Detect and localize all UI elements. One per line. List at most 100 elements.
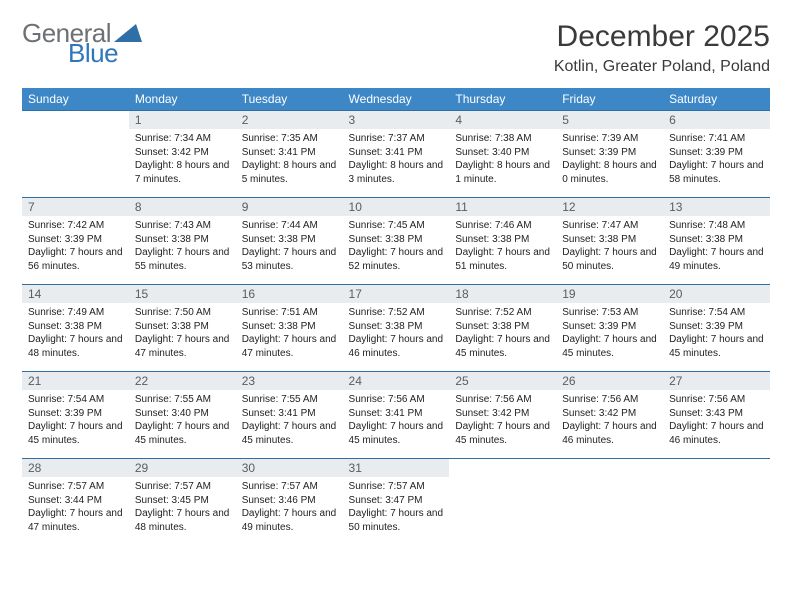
sunrise-text: Sunrise: 7:37 AM bbox=[349, 132, 444, 146]
daylight-text: Daylight: 7 hours and 47 minutes. bbox=[135, 333, 230, 360]
sunrise-text: Sunrise: 7:51 AM bbox=[242, 306, 337, 320]
day-info: Sunrise: 7:35 AMSunset: 3:41 PMDaylight:… bbox=[236, 129, 343, 190]
day-info: Sunrise: 7:56 AMSunset: 3:43 PMDaylight:… bbox=[663, 390, 770, 451]
calendar-day-cell: 10Sunrise: 7:45 AMSunset: 3:38 PMDayligh… bbox=[343, 198, 450, 285]
sunset-text: Sunset: 3:39 PM bbox=[669, 320, 764, 334]
sunset-text: Sunset: 3:42 PM bbox=[455, 407, 550, 421]
brand-word-blue: Blue bbox=[68, 40, 142, 66]
sunrise-text: Sunrise: 7:56 AM bbox=[455, 393, 550, 407]
calendar-day-cell bbox=[663, 459, 770, 546]
day-number: 26 bbox=[556, 372, 663, 390]
calendar-day-cell: 29Sunrise: 7:57 AMSunset: 3:45 PMDayligh… bbox=[129, 459, 236, 546]
day-number: 5 bbox=[556, 111, 663, 129]
sunset-text: Sunset: 3:38 PM bbox=[242, 233, 337, 247]
calendar-week-row: 21 Sunrise: 7:54 AMSunset: 3:39 PM Dayligh… bbox=[22, 372, 770, 459]
day-info: Sunrise: 7:48 AMSunset: 3:38 PMDaylight:… bbox=[663, 216, 770, 277]
day-info: Sunrise: 7:49 AMSunset: 3:38 PMDaylight:… bbox=[22, 303, 129, 364]
sunset-text: Sunset: 3:41 PM bbox=[242, 146, 337, 160]
weekday-row: SundayMondayTuesdayWednesdayThursdayFrid… bbox=[22, 88, 770, 111]
day-number: 31 bbox=[343, 459, 450, 477]
daylight-text: Daylight: 7 hours and 49 minutes. bbox=[242, 507, 337, 534]
calendar-day-cell: 6Sunrise: 7:41 AMSunset: 3:39 PMDaylight… bbox=[663, 111, 770, 198]
sunset-text: Sunset: 3:46 PM bbox=[242, 494, 337, 508]
calendar-day-cell: 22Sunrise: 7:55 AMSunset: 3:40 PMDayligh… bbox=[129, 372, 236, 459]
calendar-day-cell: 23Sunrise: 7:55 AMSunset: 3:41 PMDayligh… bbox=[236, 372, 343, 459]
day-number: 7 bbox=[22, 198, 129, 216]
sunset-text: Sunset: 3:38 PM bbox=[349, 233, 444, 247]
page-title: December 2025 bbox=[554, 20, 770, 54]
day-number: 13 bbox=[663, 198, 770, 216]
day-number: 27 bbox=[663, 372, 770, 390]
daylight-text: Daylight: 7 hours and 58 minutes. bbox=[669, 159, 764, 186]
sunrise-text: Sunrise: 7:42 AM bbox=[28, 219, 123, 233]
sunrise-text: Sunrise: 7:56 AM bbox=[669, 393, 764, 407]
calendar-day-cell: 8Sunrise: 7:43 AMSunset: 3:38 PMDaylight… bbox=[129, 198, 236, 285]
daylight-text: Daylight: 7 hours and 48 minutes. bbox=[135, 507, 230, 534]
sunset-text: Sunset: 3:43 PM bbox=[669, 407, 764, 421]
daylight-text: Daylight: 7 hours and 52 minutes. bbox=[349, 246, 444, 273]
daylight-text: Daylight: 7 hours and 53 minutes. bbox=[242, 246, 337, 273]
day-number: 11 bbox=[449, 198, 556, 216]
calendar-day-cell: 14Sunrise: 7:49 AMSunset: 3:38 PMDayligh… bbox=[22, 285, 129, 372]
day-number: 12 bbox=[556, 198, 663, 216]
sunset-text: Sunset: 3:45 PM bbox=[135, 494, 230, 508]
sunset-text: Sunset: 3:41 PM bbox=[349, 146, 444, 160]
sunrise-text: Sunrise: 7:57 AM bbox=[135, 480, 230, 494]
day-number: 30 bbox=[236, 459, 343, 477]
sunrise-text: Sunrise: 7:57 AM bbox=[28, 480, 123, 494]
sunrise-text: Sunrise: 7:57 AM bbox=[242, 480, 337, 494]
title-block: December 2025 Kotlin, Greater Poland, Po… bbox=[554, 20, 770, 76]
day-number: 23 bbox=[236, 372, 343, 390]
daylight-text: Daylight: 8 hours and 7 minutes. bbox=[135, 159, 230, 186]
daylight-text: Daylight: 7 hours and 46 minutes. bbox=[669, 420, 764, 447]
calendar-day-cell: 4Sunrise: 7:38 AMSunset: 3:40 PMDaylight… bbox=[449, 111, 556, 198]
day-info: Sunrise: 7:42 AMSunset: 3:39 PMDaylight:… bbox=[22, 216, 129, 277]
day-info: Sunrise: 7:55 AMSunset: 3:41 PMDaylight:… bbox=[236, 390, 343, 451]
weekday-header: Monday bbox=[129, 88, 236, 111]
day-info: Sunrise: 7:56 AMSunset: 3:42 PMDaylight:… bbox=[449, 390, 556, 451]
sunrise-text: Sunrise: 7:50 AM bbox=[135, 306, 230, 320]
sunrise-text: Sunrise: 7:54 AM bbox=[28, 393, 123, 407]
calendar-day-cell: 1Sunrise: 7:34 AMSunset: 3:42 PMDaylight… bbox=[129, 111, 236, 198]
daylight-text: Daylight: 7 hours and 49 minutes. bbox=[669, 246, 764, 273]
daylight-text: Daylight: 7 hours and 45 minutes. bbox=[562, 333, 657, 360]
sunset-text: Sunset: 3:41 PM bbox=[349, 407, 444, 421]
day-number: 9 bbox=[236, 198, 343, 216]
day-info: Sunrise: 7:44 AMSunset: 3:38 PMDaylight:… bbox=[236, 216, 343, 277]
daylight-text: Daylight: 7 hours and 45 minutes. bbox=[669, 333, 764, 360]
sunset-text: Sunset: 3:44 PM bbox=[28, 494, 123, 508]
sunrise-text: Sunrise: 7:52 AM bbox=[349, 306, 444, 320]
calendar-week-row: 28Sunrise: 7:57 AMSunset: 3:44 PMDayligh… bbox=[22, 459, 770, 546]
day-info: Sunrise: 7:51 AMSunset: 3:38 PMDaylight:… bbox=[236, 303, 343, 364]
calendar-page: General Blue December 2025 Kotlin, Great… bbox=[0, 0, 792, 565]
brand-logo: General Blue bbox=[22, 20, 142, 66]
daylight-text: Daylight: 7 hours and 47 minutes. bbox=[242, 333, 337, 360]
daylight-text: Daylight: 8 hours and 0 minutes. bbox=[562, 159, 657, 186]
daylight-text: Daylight: 7 hours and 46 minutes. bbox=[562, 420, 657, 447]
calendar-day-cell: 20Sunrise: 7:54 AMSunset: 3:39 PMDayligh… bbox=[663, 285, 770, 372]
sunset-text: Sunset: 3:40 PM bbox=[135, 407, 230, 421]
sunrise-text: Sunrise: 7:54 AM bbox=[669, 306, 764, 320]
day-number: 24 bbox=[343, 372, 450, 390]
sunrise-text: Sunrise: 7:44 AM bbox=[242, 219, 337, 233]
daylight-text: Daylight: 8 hours and 5 minutes. bbox=[242, 159, 337, 186]
day-number: 28 bbox=[22, 459, 129, 477]
daylight-text: Daylight: 8 hours and 3 minutes. bbox=[349, 159, 444, 186]
sunrise-text: Sunrise: 7:56 AM bbox=[562, 393, 657, 407]
calendar-week-row: 14Sunrise: 7:49 AMSunset: 3:38 PMDayligh… bbox=[22, 285, 770, 372]
day-number: 6 bbox=[663, 111, 770, 129]
calendar-day-cell: 15Sunrise: 7:50 AMSunset: 3:38 PMDayligh… bbox=[129, 285, 236, 372]
sunset-text: Sunset: 3:40 PM bbox=[455, 146, 550, 160]
sunset-text: Sunset: 3:39 PM bbox=[28, 407, 123, 421]
sunset-text: Sunset: 3:38 PM bbox=[669, 233, 764, 247]
day-info: Sunrise: 7:57 AMSunset: 3:44 PMDaylight:… bbox=[22, 477, 129, 538]
sunset-text: Sunset: 3:38 PM bbox=[562, 233, 657, 247]
daylight-text: Daylight: 7 hours and 56 minutes. bbox=[28, 246, 123, 273]
sunrise-text: Sunrise: 7:53 AM bbox=[562, 306, 657, 320]
calendar-day-cell bbox=[556, 459, 663, 546]
calendar-day-cell: 26Sunrise: 7:56 AMSunset: 3:42 PMDayligh… bbox=[556, 372, 663, 459]
day-number: 25 bbox=[449, 372, 556, 390]
daylight-text: Daylight: 7 hours and 45 minutes. bbox=[455, 333, 550, 360]
day-info: Sunrise: 7:41 AMSunset: 3:39 PMDaylight:… bbox=[663, 129, 770, 190]
day-number: 21 bbox=[22, 372, 129, 390]
